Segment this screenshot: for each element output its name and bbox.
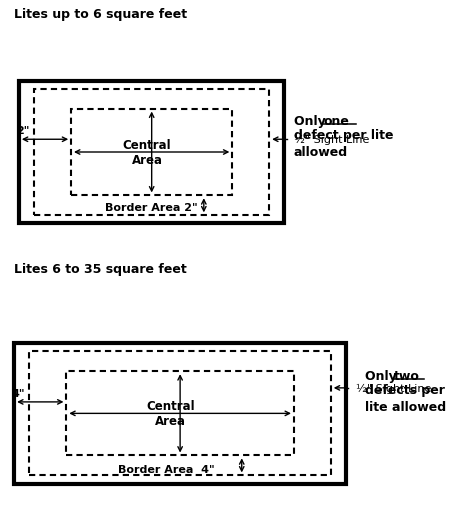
Text: Only: Only	[294, 115, 330, 127]
Text: defect per lite
allowed: defect per lite allowed	[294, 128, 393, 158]
Bar	[71, 109, 232, 196]
Text: Lites 6 to 35 square feet: Lites 6 to 35 square feet	[14, 262, 187, 275]
Text: Border Area 2": Border Area 2"	[105, 203, 198, 212]
Text: ½" Sight Line: ½" Sight Line	[356, 383, 431, 393]
Bar	[34, 90, 269, 216]
Text: Border Area  4": Border Area 4"	[118, 465, 214, 474]
Text: Only: Only	[365, 369, 401, 382]
Text: two: two	[394, 369, 420, 382]
Text: 2": 2"	[17, 126, 30, 136]
Text: defects per
lite allowed: defects per lite allowed	[365, 383, 446, 413]
Text: ½" Sight Line: ½" Sight Line	[294, 135, 369, 145]
Text: one: one	[323, 115, 349, 127]
Text: 4": 4"	[12, 388, 25, 398]
Text: Central
Area: Central Area	[123, 139, 171, 166]
Text: Lites up to 6 square feet: Lites up to 6 square feet	[14, 8, 187, 20]
Bar	[14, 344, 346, 484]
Bar	[29, 352, 331, 475]
Bar	[66, 372, 294, 456]
Bar	[19, 81, 284, 224]
Text: Central
Area: Central Area	[146, 400, 195, 428]
